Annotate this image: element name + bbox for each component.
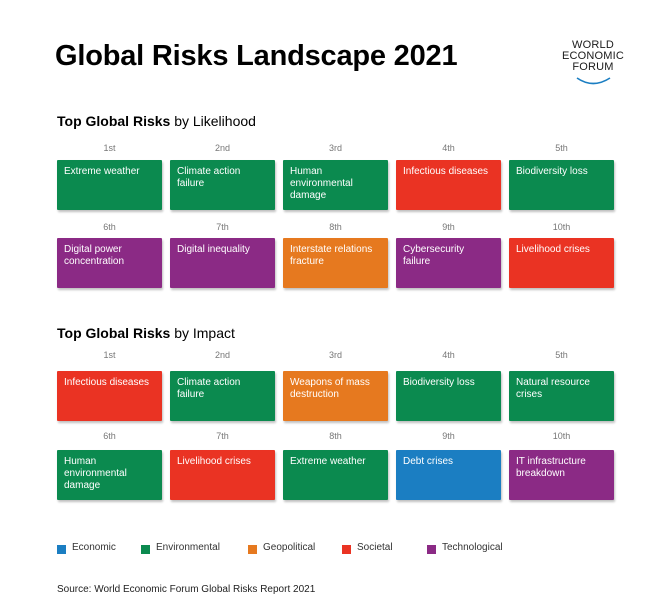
legend-swatch: [57, 545, 66, 554]
likelihood-risk-card: Livelihood crises: [509, 238, 614, 288]
logo-line-1: WORLD: [572, 39, 614, 51]
impact-risk-card: Biodiversity loss: [396, 371, 501, 421]
likelihood-risk-card: Human environmental damage: [283, 160, 388, 210]
logo-line-2: ECONOMIC: [561, 50, 625, 62]
impact-rank-label: 10th: [552, 431, 571, 441]
likelihood-rank-label: 5th: [555, 143, 568, 153]
legend-label: Economic: [72, 542, 116, 553]
legend-label: Environmental: [156, 542, 220, 553]
likelihood-rank-label: 8th: [329, 222, 342, 232]
likelihood-risk-card: Digital inequality: [170, 238, 275, 288]
likelihood-rank-label: 7th: [216, 222, 229, 232]
likelihood-risk-card: Cybersecurity failure: [396, 238, 501, 288]
impact-risk-card: Infectious diseases: [57, 371, 162, 421]
likelihood-risk-card: Biodiversity loss: [509, 160, 614, 210]
impact-section-title: Top Global Risks by Impact: [57, 325, 235, 341]
impact-risk-card: Debt crises: [396, 450, 501, 500]
logo-line-3: FORUM: [572, 61, 614, 73]
legend-swatch: [248, 545, 257, 554]
likelihood-risk-card: Infectious diseases: [396, 160, 501, 210]
wef-logo: WORLD ECONOMIC FORUM: [548, 40, 638, 88]
likelihood-rank-label: 9th: [442, 222, 455, 232]
legend-label: Technological: [442, 542, 503, 553]
impact-rank-label: 9th: [442, 431, 455, 441]
impact-risk-card: Livelihood crises: [170, 450, 275, 500]
likelihood-rank-label: 6th: [103, 222, 116, 232]
impact-risk-card: IT infrastructure breakdown: [509, 450, 614, 500]
legend-swatch: [141, 545, 150, 554]
likelihood-risk-card: Digital power concentration: [57, 238, 162, 288]
legend-label: Geopolitical: [263, 542, 316, 553]
likelihood-title-rest: by Likelihood: [174, 113, 256, 129]
impact-risk-card: Extreme weather: [283, 450, 388, 500]
impact-rank-label: 8th: [329, 431, 342, 441]
logo-arc-icon: [576, 77, 611, 85]
impact-title-bold: Top Global Risks: [57, 325, 171, 341]
likelihood-risk-card: Climate action failure: [170, 160, 275, 210]
impact-rank-label: 2nd: [214, 350, 231, 360]
likelihood-risk-card: Interstate relations fracture: [283, 238, 388, 288]
impact-rank-label: 1st: [103, 350, 116, 360]
impact-risk-card: Climate action failure: [170, 371, 275, 421]
legend-label: Societal: [357, 542, 393, 553]
likelihood-rank-label: 3rd: [328, 143, 342, 153]
likelihood-section-title: Top Global Risks by Likelihood: [57, 113, 256, 129]
impact-rank-label: 6th: [103, 431, 116, 441]
page-title: Global Risks Landscape 2021: [55, 40, 458, 72]
likelihood-title-bold: Top Global Risks: [57, 113, 171, 129]
impact-risk-card: Human environmental damage: [57, 450, 162, 500]
impact-title-rest: by Impact: [174, 325, 235, 341]
source-note: Source: World Economic Forum Global Risk…: [57, 584, 316, 595]
likelihood-risk-card: Extreme weather: [57, 160, 162, 210]
impact-risk-card: Natural resource crises: [509, 371, 614, 421]
likelihood-rank-label: 1st: [103, 143, 116, 153]
impact-risk-card: Weapons of mass destruction: [283, 371, 388, 421]
legend-swatch: [342, 545, 351, 554]
likelihood-rank-label: 4th: [442, 143, 455, 153]
likelihood-rank-label: 10th: [552, 222, 571, 232]
impact-rank-label: 3rd: [328, 350, 342, 360]
likelihood-rank-label: 2nd: [214, 143, 231, 153]
impact-rank-label: 4th: [442, 350, 455, 360]
impact-rank-label: 7th: [216, 431, 229, 441]
impact-rank-label: 5th: [555, 350, 568, 360]
legend-swatch: [427, 545, 436, 554]
